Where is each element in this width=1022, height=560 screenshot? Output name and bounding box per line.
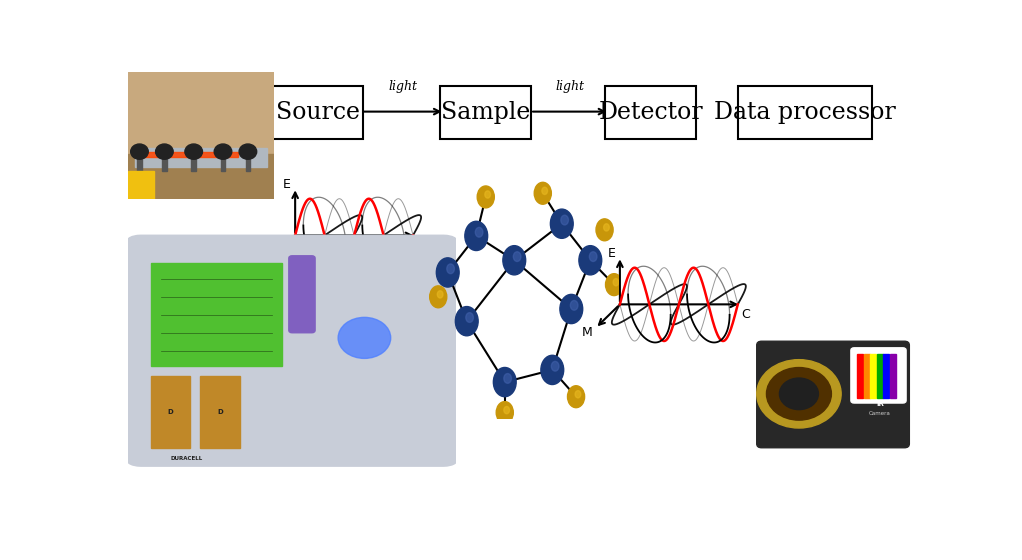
- Text: Sample: Sample: [442, 101, 530, 124]
- Text: Data processor: Data processor: [714, 101, 896, 124]
- FancyBboxPatch shape: [272, 86, 364, 139]
- FancyBboxPatch shape: [605, 86, 696, 139]
- FancyBboxPatch shape: [738, 86, 873, 139]
- FancyBboxPatch shape: [440, 86, 531, 139]
- Text: light: light: [389, 80, 418, 93]
- Text: Source: Source: [276, 101, 360, 124]
- Text: light: light: [555, 80, 585, 93]
- Text: Detector: Detector: [598, 101, 703, 124]
